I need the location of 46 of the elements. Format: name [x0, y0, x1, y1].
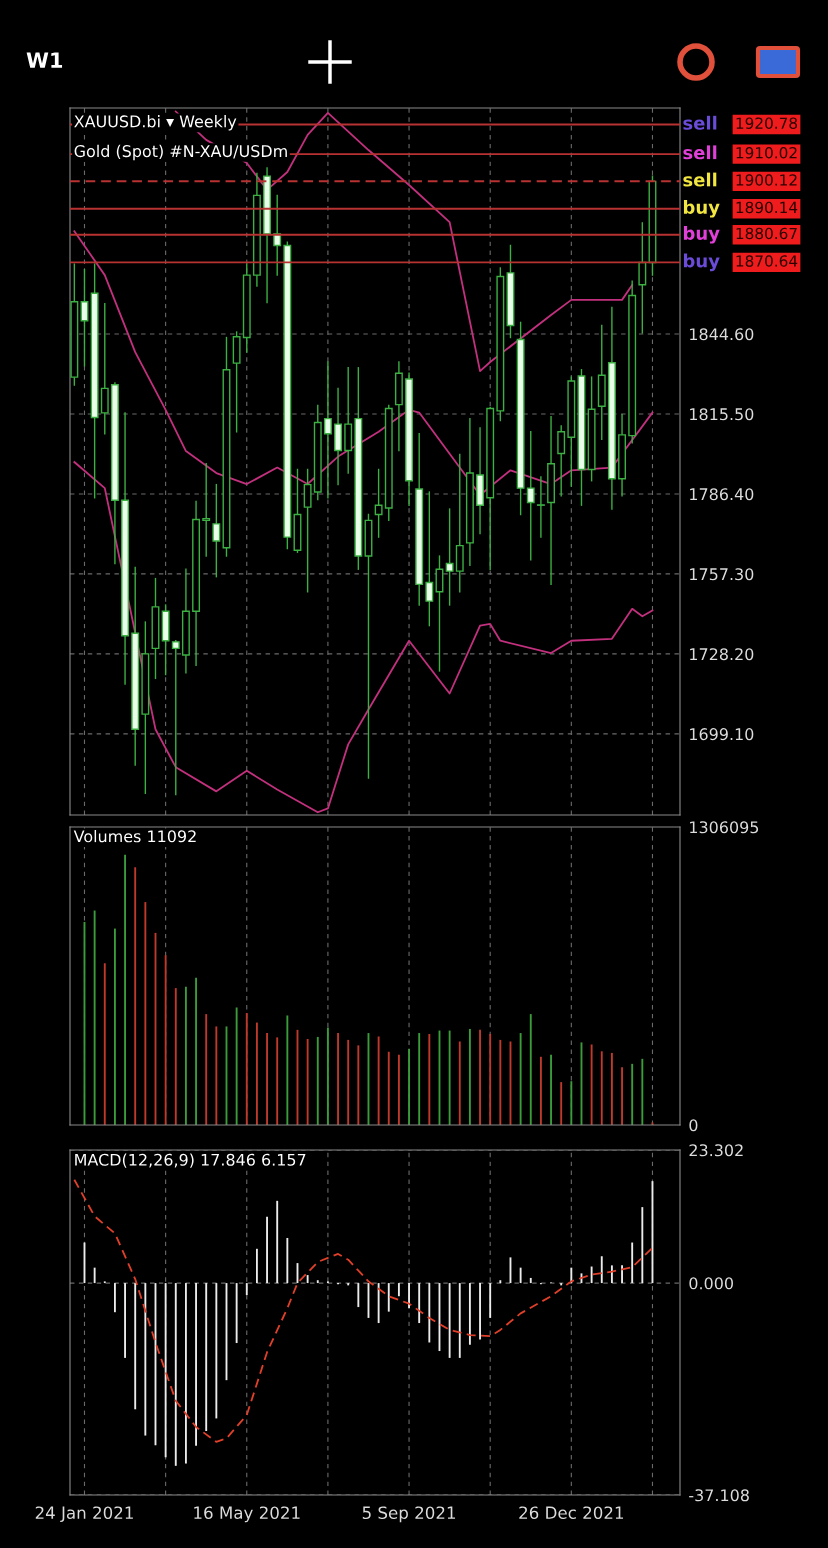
candlestick [425, 491, 434, 627]
y-tick-label: 23.302 [689, 1144, 743, 1157]
text: W1 [26, 52, 63, 68]
y-tick-label: 1306095 [690, 821, 759, 834]
chart-title: Volumes 11092 [73, 829, 196, 843]
x-tick-label: 5 Sep 2021 [362, 1506, 456, 1523]
text: 1880.67 [736, 227, 797, 240]
line-series [73, 1178, 654, 1443]
candlestick [526, 431, 535, 561]
candlestick [536, 476, 545, 538]
ref-line-label: buy [683, 199, 720, 218]
y-tick-label: 1815.50 [690, 408, 754, 421]
chart-title: MACD(12,26,9) 17.846 6.157 [75, 1153, 306, 1168]
y-tick-label: 0.000 [689, 1277, 733, 1290]
candlestick [638, 222, 647, 334]
candlestick [212, 483, 221, 578]
text: Gold (Spot) #N-XAU/USDm [74, 144, 287, 161]
ref-line-label: sell [683, 172, 717, 187]
ref-line-label: sell [683, 145, 717, 160]
chart-title: XAUUSD.bi ▾ Weekly [74, 115, 237, 131]
text: 1870.64 [736, 255, 798, 267]
ref-line-label: sell [683, 115, 717, 130]
candlestick [374, 468, 383, 538]
text: 1920.78 [736, 117, 798, 129]
ref-line-label: buy [683, 226, 720, 244]
y-tick-label: 1844.60 [690, 328, 754, 341]
line-series [73, 461, 654, 814]
candlestick [323, 361, 332, 499]
y-tick-label: 1786.40 [690, 488, 754, 501]
text: 1910.02 [736, 147, 797, 159]
candlestick [171, 640, 180, 796]
y-tick-label: 1728.20 [690, 648, 754, 661]
candlestick [445, 508, 454, 606]
candlestick [202, 463, 211, 557]
candlestick [303, 468, 312, 593]
y-tick-label: 1699.10 [690, 728, 754, 741]
x-tick-label: 26 Dec 2021 [519, 1506, 624, 1520]
y-tick-label: -37.108 [689, 1489, 749, 1502]
ref-line-label: buy [683, 253, 720, 272]
y-tick-label: 1757.30 [690, 568, 754, 581]
text: 1900.12 [736, 174, 797, 186]
candlestick [557, 425, 566, 497]
x-tick-label: 16 May 2021 [194, 1506, 300, 1523]
text: 1890.14 [736, 201, 798, 214]
x-tick-label: 24 Jan 2021 [35, 1506, 133, 1523]
y-tick-label: 0 [689, 1119, 698, 1132]
